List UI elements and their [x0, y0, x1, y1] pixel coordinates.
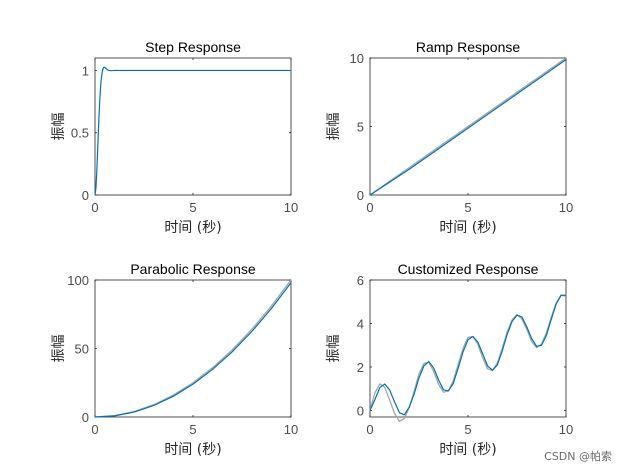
y-tick-label: 1 — [82, 63, 89, 78]
response-line — [369, 59, 567, 196]
x-tick-label: 0 — [91, 200, 98, 215]
x-tick-label: 0 — [366, 422, 373, 437]
x-tick-label: 10 — [284, 422, 298, 437]
response-line — [369, 294, 566, 416]
x-tick-label: 10 — [559, 200, 573, 215]
y-tick-label: 4 — [357, 316, 364, 331]
y-tick-label: 6 — [357, 273, 364, 288]
response-line — [94, 282, 292, 418]
y-axis-label: 振幅 — [326, 335, 342, 363]
x-axis-label: 时间 (秒) — [439, 442, 496, 458]
y-axis-label: 振幅 — [326, 113, 342, 141]
x-tick-label: 5 — [189, 422, 196, 437]
input-signal-line — [369, 294, 567, 423]
watermark-text: CSDN @帕索 — [544, 450, 612, 463]
y-axis-label: 振幅 — [51, 335, 67, 363]
x-tick-label: 10 — [559, 422, 573, 437]
x-axis-label: 时间 (秒) — [439, 220, 496, 236]
input-signal-line — [369, 57, 567, 196]
chart-title: Ramp Response — [416, 39, 520, 55]
y-tick-label: 0 — [357, 403, 364, 418]
x-tick-label: 0 — [91, 422, 98, 437]
x-tick-label: 5 — [464, 422, 471, 437]
y-tick-label: 5 — [357, 120, 364, 135]
subplot-2: 0 5 10 0 5 10 Ramp Response 时间 (秒) 振幅 — [326, 39, 573, 236]
chart-title: Parabolic Response — [130, 261, 256, 277]
y-tick-label: 0 — [82, 410, 89, 425]
plot-area-frame — [369, 279, 567, 418]
chart-title: Step Response — [145, 39, 241, 55]
y-axis-label: 振幅 — [51, 113, 67, 141]
subplot-4: 0 5 10 0 2 4 6 Customized Response 时间 (秒) 振幅 — [326, 261, 573, 458]
y-tick-label: 10 — [350, 51, 364, 66]
x-tick-label: 5 — [189, 200, 196, 215]
y-tick-label: 100 — [67, 273, 89, 288]
y-tick-label: 0 — [82, 188, 89, 203]
y-tick-label: 0 — [357, 188, 364, 203]
x-tick-label: 0 — [366, 200, 373, 215]
subplot-1: 0 5 10 0 0.5 1 Step Response 时间 (秒) 振幅 — [51, 39, 298, 236]
y-tick-label: 50 — [75, 342, 89, 357]
y-tick-label: 2 — [357, 360, 364, 375]
x-tick-label: 10 — [284, 200, 298, 215]
chart-title: Customized Response — [398, 261, 539, 277]
response-line — [94, 66, 291, 196]
x-axis-label: 时间 (秒) — [164, 442, 221, 458]
y-tick-label: 0.5 — [71, 126, 89, 141]
x-axis-label: 时间 (秒) — [164, 220, 221, 236]
x-tick-label: 5 — [464, 200, 471, 215]
plot-area-frame — [94, 57, 292, 196]
plot-area-frame — [94, 279, 292, 418]
